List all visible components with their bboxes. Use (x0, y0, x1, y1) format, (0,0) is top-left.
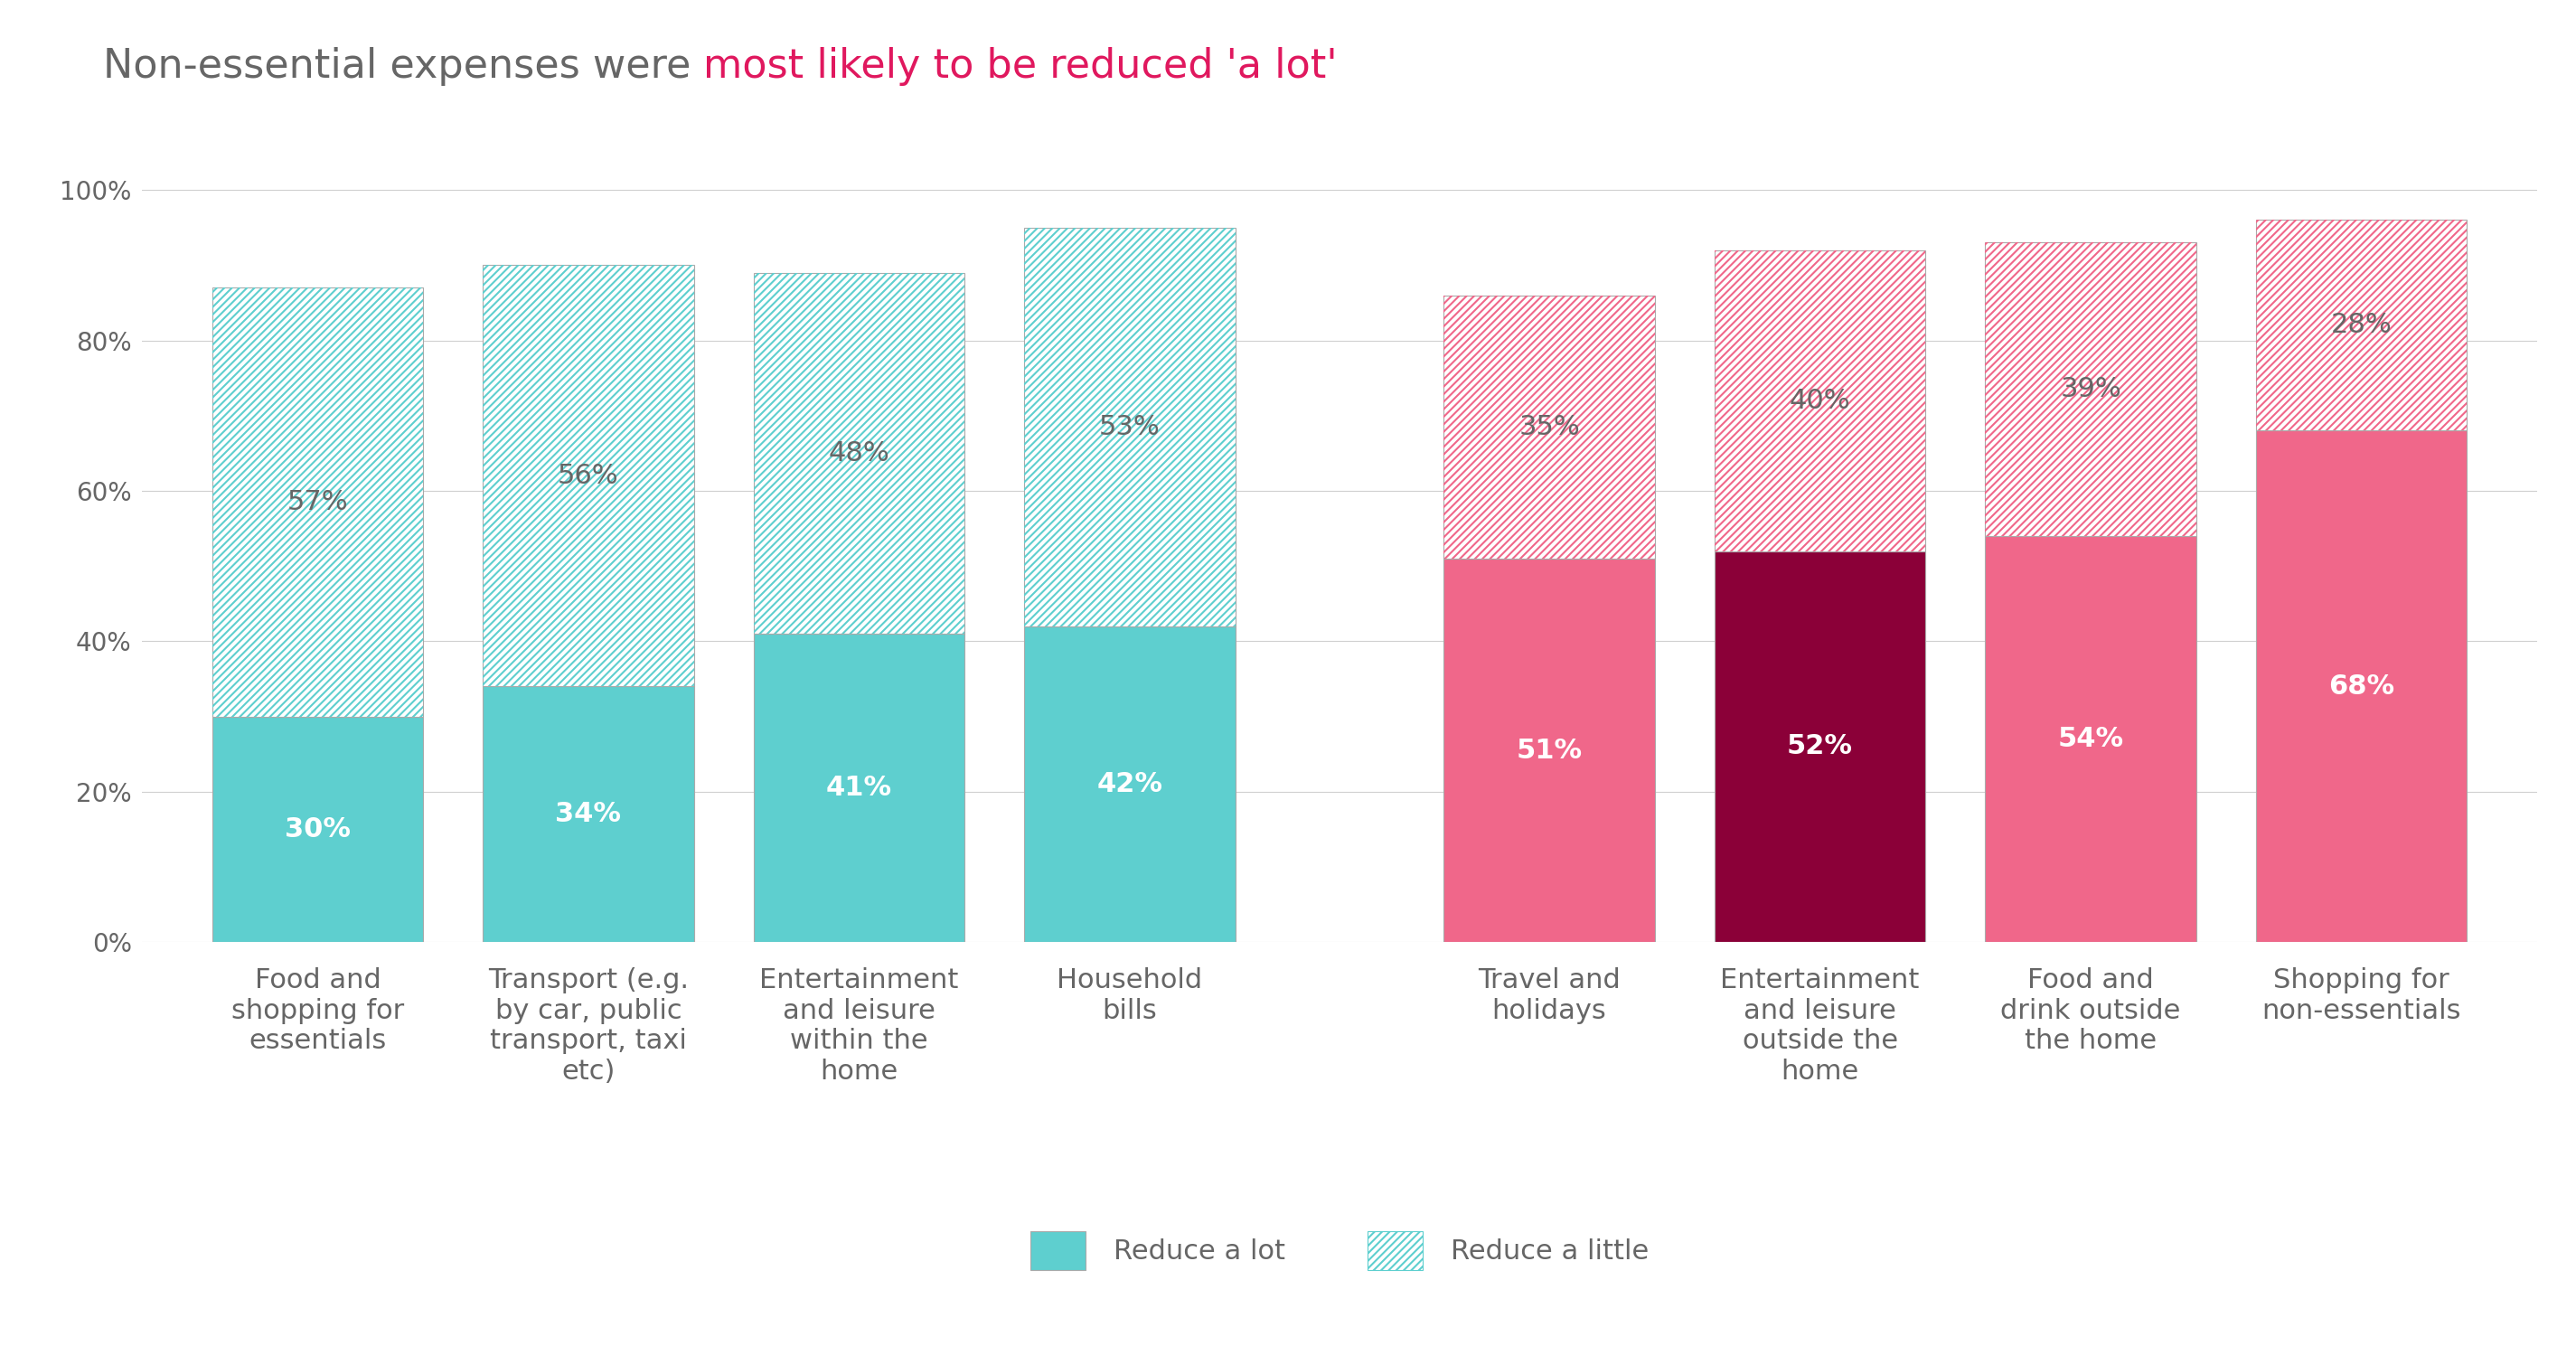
Text: 42%: 42% (1097, 771, 1162, 797)
Bar (1986, 242, 2197, 536)
Bar (752, 273, 963, 634)
Bar (211, 716, 422, 942)
Text: 57%: 57% (286, 489, 348, 516)
Text: 51%: 51% (1517, 738, 1582, 763)
Text: 35%: 35% (1520, 413, 1579, 440)
Bar (1443, 559, 1654, 942)
Bar (1025, 227, 1236, 626)
Bar (2257, 221, 2468, 431)
Text: 40%: 40% (1790, 388, 1850, 413)
Text: Non-essential expenses were: Non-essential expenses were (103, 47, 703, 86)
Text: 39%: 39% (2061, 377, 2120, 402)
Bar (2257, 431, 2468, 942)
Bar (1716, 250, 1927, 551)
Legend: Reduce a lot, Reduce a little: Reduce a lot, Reduce a little (1020, 1219, 1659, 1281)
Text: 34%: 34% (556, 801, 621, 828)
Bar (211, 288, 422, 716)
Bar (1716, 551, 1927, 942)
Text: 48%: 48% (829, 440, 889, 467)
Bar (1986, 242, 2197, 536)
Text: 68%: 68% (2329, 673, 2396, 700)
Bar (1716, 250, 1927, 551)
Text: 52%: 52% (1788, 734, 1852, 759)
Bar (752, 634, 963, 942)
Bar (482, 265, 693, 686)
Bar (2257, 221, 2468, 431)
Text: 53%: 53% (1100, 413, 1159, 440)
Bar (1025, 626, 1236, 942)
Bar (1443, 295, 1654, 559)
Bar (482, 265, 693, 686)
Text: 41%: 41% (827, 775, 891, 801)
Bar (482, 686, 693, 942)
Text: 56%: 56% (559, 463, 618, 489)
Bar (211, 288, 422, 716)
Bar (752, 273, 963, 634)
Text: 30%: 30% (283, 816, 350, 843)
Text: 54%: 54% (2058, 725, 2123, 752)
Text: 28%: 28% (2331, 312, 2393, 339)
Bar (1986, 536, 2197, 942)
Bar (1443, 295, 1654, 559)
Text: most likely to be reduced 'a lot': most likely to be reduced 'a lot' (703, 47, 1337, 86)
Bar (1025, 227, 1236, 626)
